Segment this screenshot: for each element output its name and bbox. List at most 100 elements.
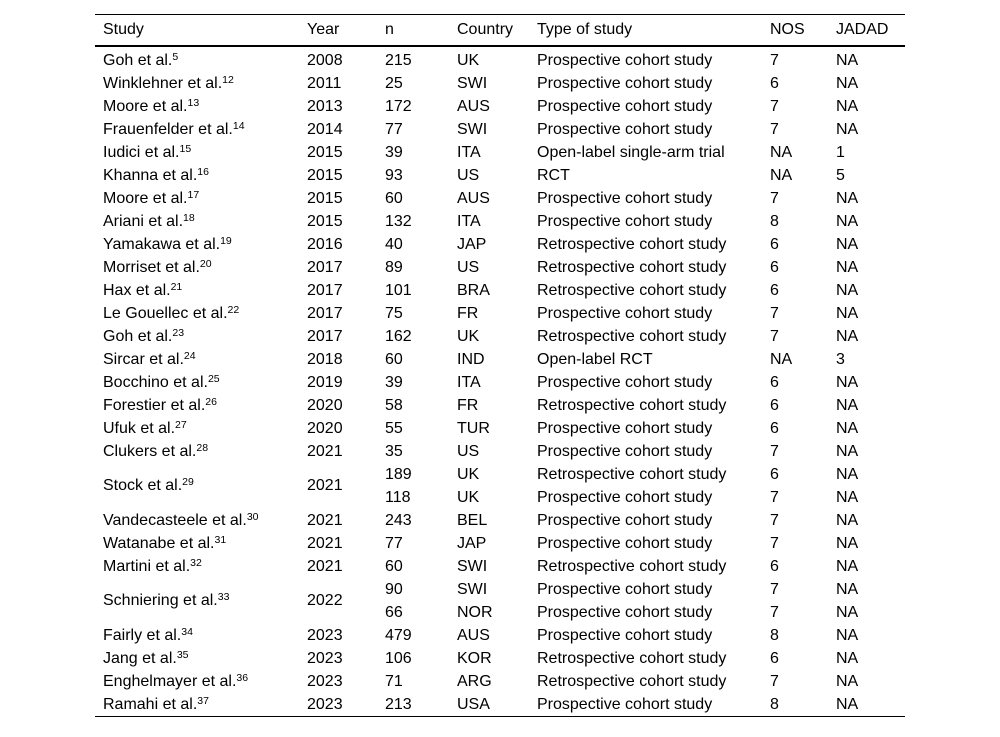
cell-country: ARG	[457, 672, 492, 690]
cell-study: Iudici et al.15	[95, 141, 299, 164]
reference-superscript: 29	[182, 475, 194, 488]
cell-nos: 8	[770, 212, 779, 230]
cell-jadad: 1	[836, 143, 845, 161]
table-row: Bocchino et al.25 2019 39 ITA Prospective co…	[95, 371, 905, 394]
cell-country: US	[457, 258, 480, 276]
cell-type: Prospective cohort study	[537, 97, 713, 115]
cell-country: TUR	[457, 419, 490, 437]
cell-jadad: NA	[836, 442, 859, 460]
cell-country: AUS	[457, 626, 490, 644]
study-name: Ariani et al.	[103, 212, 184, 230]
cell-type: Prospective cohort study	[537, 120, 713, 138]
table-row: Yamakawa et al.19 2016 40 JAP Retrospective …	[95, 233, 905, 256]
cell-jadad: NA	[836, 488, 859, 506]
cell-study: Ufuk et al.27	[95, 417, 299, 440]
cell-year: 2015	[307, 143, 343, 161]
reference-superscript: 15	[179, 142, 192, 155]
table-row: 66 NOR Prospective cohort study 7 NA	[95, 601, 905, 624]
cell-n: 77	[385, 120, 403, 138]
reference-superscript: 19	[220, 234, 232, 247]
cell-country: US	[457, 442, 480, 460]
cell-jadad: NA	[836, 120, 859, 138]
cell-type: Prospective cohort study	[537, 603, 713, 621]
table-row: Forestier et al.26 2020 58 FR Retrospective …	[95, 394, 905, 417]
table-row: Watanabe et al.31 2021 77 JAP Prospective co…	[95, 532, 905, 555]
cell-jadad: NA	[836, 51, 859, 69]
cell-study: Goh et al.5	[95, 46, 299, 72]
cell-type: Prospective cohort study	[537, 580, 713, 598]
cell-year: 2021	[307, 476, 343, 494]
cell-n: 93	[385, 166, 403, 184]
cell-study: Clukers et al.28	[95, 440, 299, 463]
cell-country: FR	[457, 396, 479, 414]
cell-nos: 6	[770, 465, 779, 483]
reference-superscript: 34	[181, 625, 193, 638]
cell-nos: 7	[770, 603, 779, 621]
cell-nos: 6	[770, 281, 779, 299]
cell-nos: 7	[770, 304, 779, 322]
study-name: Enghelmayer et al.	[103, 672, 237, 690]
cell-jadad: NA	[836, 649, 859, 667]
cell-n: 60	[385, 350, 403, 368]
cell-type: Prospective cohort study	[537, 534, 713, 552]
cell-year: 2008	[307, 51, 343, 69]
cell-country: SWI	[457, 557, 488, 575]
cell-study: Sircar et al.24	[95, 348, 299, 371]
cell-n: 58	[385, 396, 403, 414]
cell-n: 39	[385, 373, 403, 391]
cell-n: 213	[385, 695, 412, 713]
study-name: Martini et al.	[103, 557, 191, 575]
cell-n: 162	[385, 327, 412, 345]
cell-country: ITA	[457, 373, 481, 391]
table-body: Goh et al.5 2008 215 UK Prospective cohort s…	[95, 46, 905, 717]
cell-type: Prospective cohort study	[537, 442, 713, 460]
study-name: Goh et al.	[103, 51, 173, 69]
cell-year: 2021	[307, 511, 343, 529]
table-row: Goh et al.23 2017 162 UK Retrospective cohor…	[95, 325, 905, 348]
cell-year: 2018	[307, 350, 343, 368]
table-row: Stock et al.29 2021 189 UK Retrospective coh…	[95, 463, 905, 494]
cell-nos: 7	[770, 488, 779, 506]
cell-nos: NA	[770, 350, 793, 368]
study-name: Forestier et al.	[103, 396, 206, 414]
cell-n: 35	[385, 442, 403, 460]
cell-country: SWI	[457, 580, 488, 598]
cell-country: AUS	[457, 189, 490, 207]
table-row: Morriset et al.20 2017 89 US Retrospective c…	[95, 256, 905, 279]
cell-country: UK	[457, 465, 480, 483]
cell-study: Morriset et al.20	[95, 256, 299, 279]
cell-year: 2019	[307, 373, 343, 391]
study-name: Schniering et al.	[103, 591, 218, 609]
reference-superscript: 17	[187, 188, 200, 201]
study-name: Yamakawa et al.	[103, 235, 221, 253]
cell-country: KOR	[457, 649, 492, 667]
cell-n: 77	[385, 534, 403, 552]
cell-n: 479	[385, 626, 412, 644]
reference-superscript: 30	[246, 510, 259, 523]
cell-country: UK	[457, 51, 480, 69]
cell-jadad: NA	[836, 580, 859, 598]
study-name: Ufuk et al.	[103, 419, 176, 437]
reference-superscript: 27	[175, 418, 187, 431]
cell-country: UK	[457, 327, 480, 345]
cell-type: Retrospective cohort study	[537, 258, 727, 276]
cell-year: 2017	[307, 258, 343, 276]
cell-jadad: NA	[836, 419, 859, 437]
cell-jadad: NA	[836, 327, 859, 345]
cell-study: Ariani et al.18	[95, 210, 299, 233]
cell-study: Enghelmayer et al.36	[95, 670, 299, 693]
cell-type: RCT	[537, 166, 570, 184]
cell-year: 2021	[307, 557, 343, 575]
table-row: Clukers et al.28 2021 35 US Prospective coho…	[95, 440, 905, 463]
cell-nos: NA	[770, 143, 793, 161]
cell-study: Stock et al.29	[95, 463, 299, 509]
cell-year: 2015	[307, 212, 343, 230]
cell-jadad: NA	[836, 465, 859, 483]
table-row: Vandecasteele et al.30 2021 243 BEL Prospect…	[95, 509, 905, 532]
cell-nos: 6	[770, 258, 779, 276]
cell-year: 2023	[307, 649, 343, 667]
reference-superscript: 25	[207, 372, 220, 385]
cell-study: Frauenfelder et al.14	[95, 118, 299, 141]
cell-jadad: NA	[836, 373, 859, 391]
